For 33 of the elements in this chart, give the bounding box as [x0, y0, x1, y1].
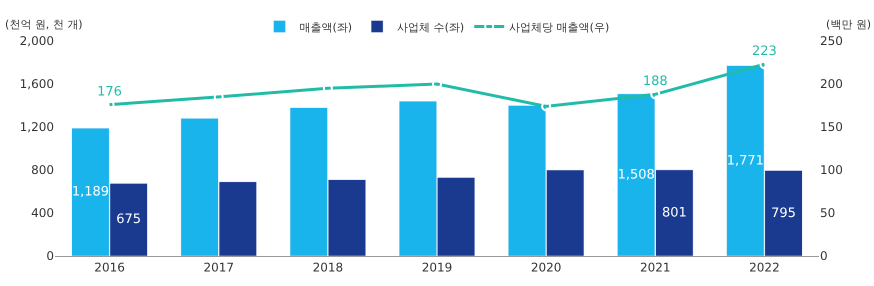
- y2-tick-label: 50: [820, 206, 836, 220]
- data-label: 188: [642, 74, 668, 90]
- y-axis-title: (천억 원, 천 개): [5, 18, 83, 31]
- y-tick-label: 1,600: [20, 77, 54, 92]
- data-label: 1,189: [72, 184, 110, 200]
- y-tick-label: 800: [31, 163, 54, 178]
- y2-tick-label: 250: [820, 34, 843, 48]
- data-label: 1,771: [726, 153, 764, 168]
- y2-axis-title: (백만 원): [826, 18, 872, 31]
- x-tick-label: 2021: [640, 260, 671, 274]
- x-tick-label: 2018: [312, 260, 344, 274]
- data-label: 223: [752, 44, 777, 59]
- y-tick-label: 1,200: [20, 120, 54, 134]
- legend-label: 사업체당 매출액(우): [509, 20, 610, 34]
- y2-tick-label: 0: [820, 249, 828, 264]
- y2-tick-label: 200: [820, 77, 843, 92]
- y-tick-label: 2,000: [20, 34, 54, 48]
- x-tick-label: 2020: [530, 260, 562, 274]
- x-tick-label: 2017: [203, 260, 234, 274]
- legend-label: 사업체 수(좌): [397, 20, 464, 34]
- data-label: 675: [116, 212, 142, 228]
- x-tick-label: 2016: [94, 260, 125, 274]
- y2-tick-label: 100: [820, 163, 843, 178]
- data-label: 801: [662, 205, 687, 220]
- y-tick-label: 0: [46, 249, 54, 264]
- y2-tick-label: 150: [820, 120, 843, 134]
- data-label: 1,508: [618, 167, 655, 182]
- legend-label: 매출액(좌): [300, 20, 352, 34]
- x-tick-label: 2019: [422, 260, 452, 274]
- data-label: 176: [97, 84, 122, 100]
- x-tick-label: 2022: [749, 260, 780, 274]
- y-tick-label: 400: [31, 206, 54, 220]
- data-label: 795: [771, 206, 796, 221]
